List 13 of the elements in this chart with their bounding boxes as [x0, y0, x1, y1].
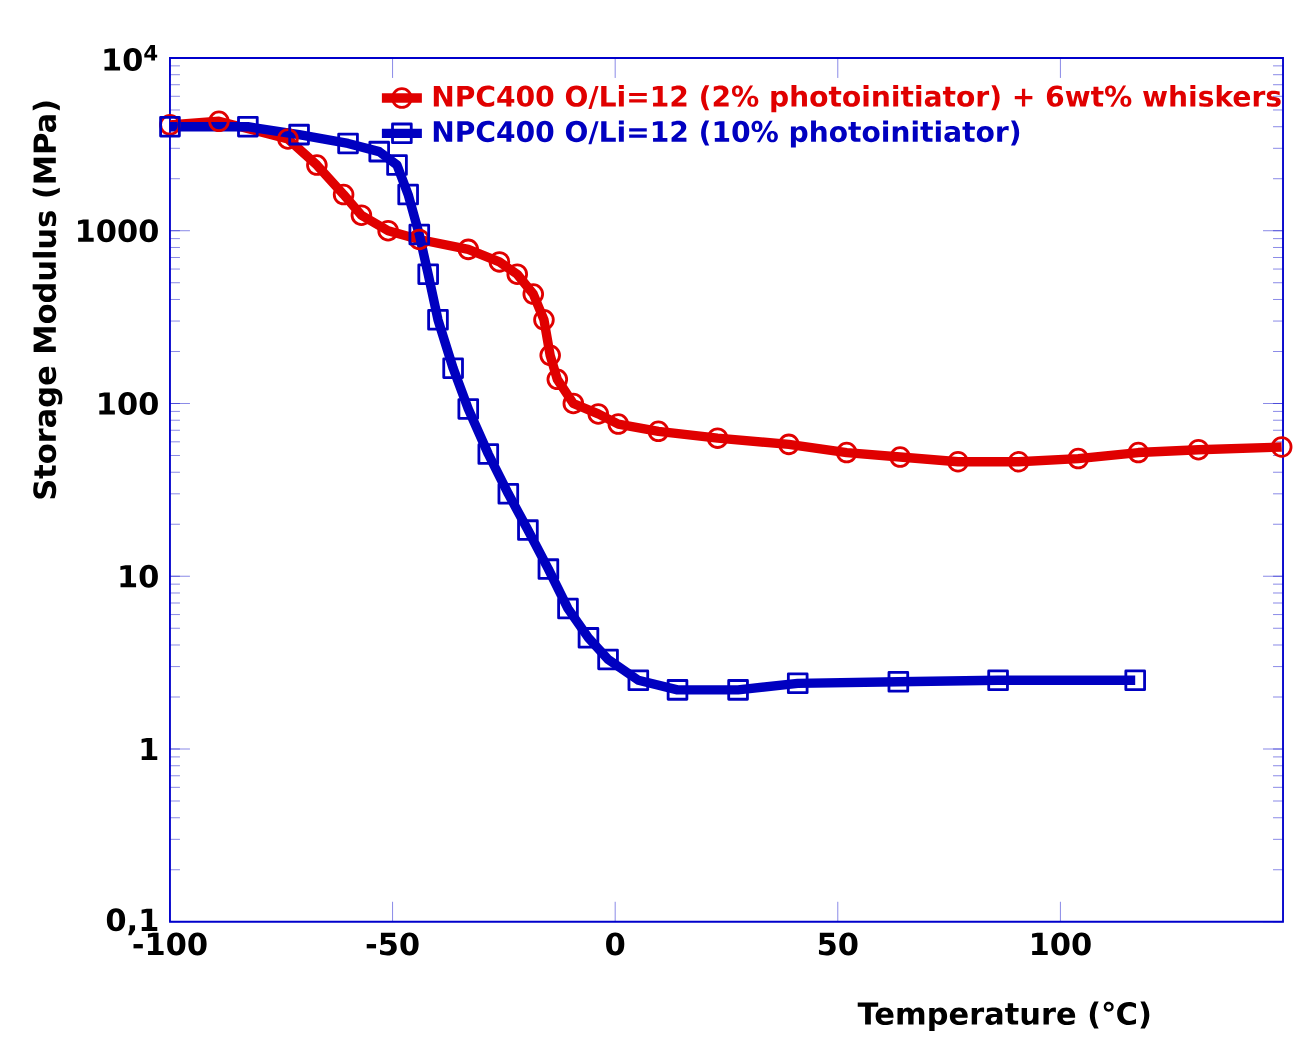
x-tick-label: 100 [1032, 932, 1091, 956]
legend-label: NPC400 O/Li=12 (2% photoinitiator) + 6wt% whiskers [433, 85, 1281, 113]
y-tick-label: 100 [99, 391, 158, 415]
y-axis-title: Storage Modulus (MPa) [32, 101, 63, 499]
x-tick-label: 0 [606, 932, 625, 956]
x-tick-label: 50 [818, 932, 858, 956]
x-tick-label: -50 [366, 932, 419, 956]
y-tick-label: 1 [141, 737, 158, 761]
y-tick-label: 10$^{4}$ [104, 44, 158, 72]
y-tick-label: 10 [120, 564, 158, 588]
y-tick-label: 1000 [78, 219, 158, 243]
x-axis-title: Temperature (℃) [857, 1001, 1150, 1031]
legend-label: NPC400 O/Li=12 (10% photoinitiator) [433, 120, 1020, 148]
